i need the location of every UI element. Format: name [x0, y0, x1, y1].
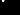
- Text: 70: 70: [12, 2, 20, 15]
- Text: 68: 68: [11, 10, 20, 15]
- Text: 72: 72: [7, 10, 20, 15]
- Text: 74: 74: [5, 9, 20, 15]
- Text: 60: 60: [9, 10, 20, 15]
- Text: 58: 58: [12, 3, 20, 15]
- Bar: [7, 5, 12, 9]
- Bar: [12, 8, 13, 9]
- Text: 52: 52: [2, 8, 20, 15]
- Text: Patient: Patient: [2, 14, 20, 15]
- Bar: [1, 11, 3, 13]
- Bar: [7, 6, 11, 8]
- Ellipse shape: [2, 11, 3, 12]
- Bar: [3, 8, 4, 9]
- Text: 54: 54: [17, 3, 20, 15]
- Text: 62: 62: [8, 1, 20, 15]
- Bar: [3, 8, 4, 9]
- Text: 56: 56: [17, 6, 20, 15]
- Text: 50: 50: [18, 1, 20, 15]
- Text: 76: 76: [1, 10, 20, 15]
